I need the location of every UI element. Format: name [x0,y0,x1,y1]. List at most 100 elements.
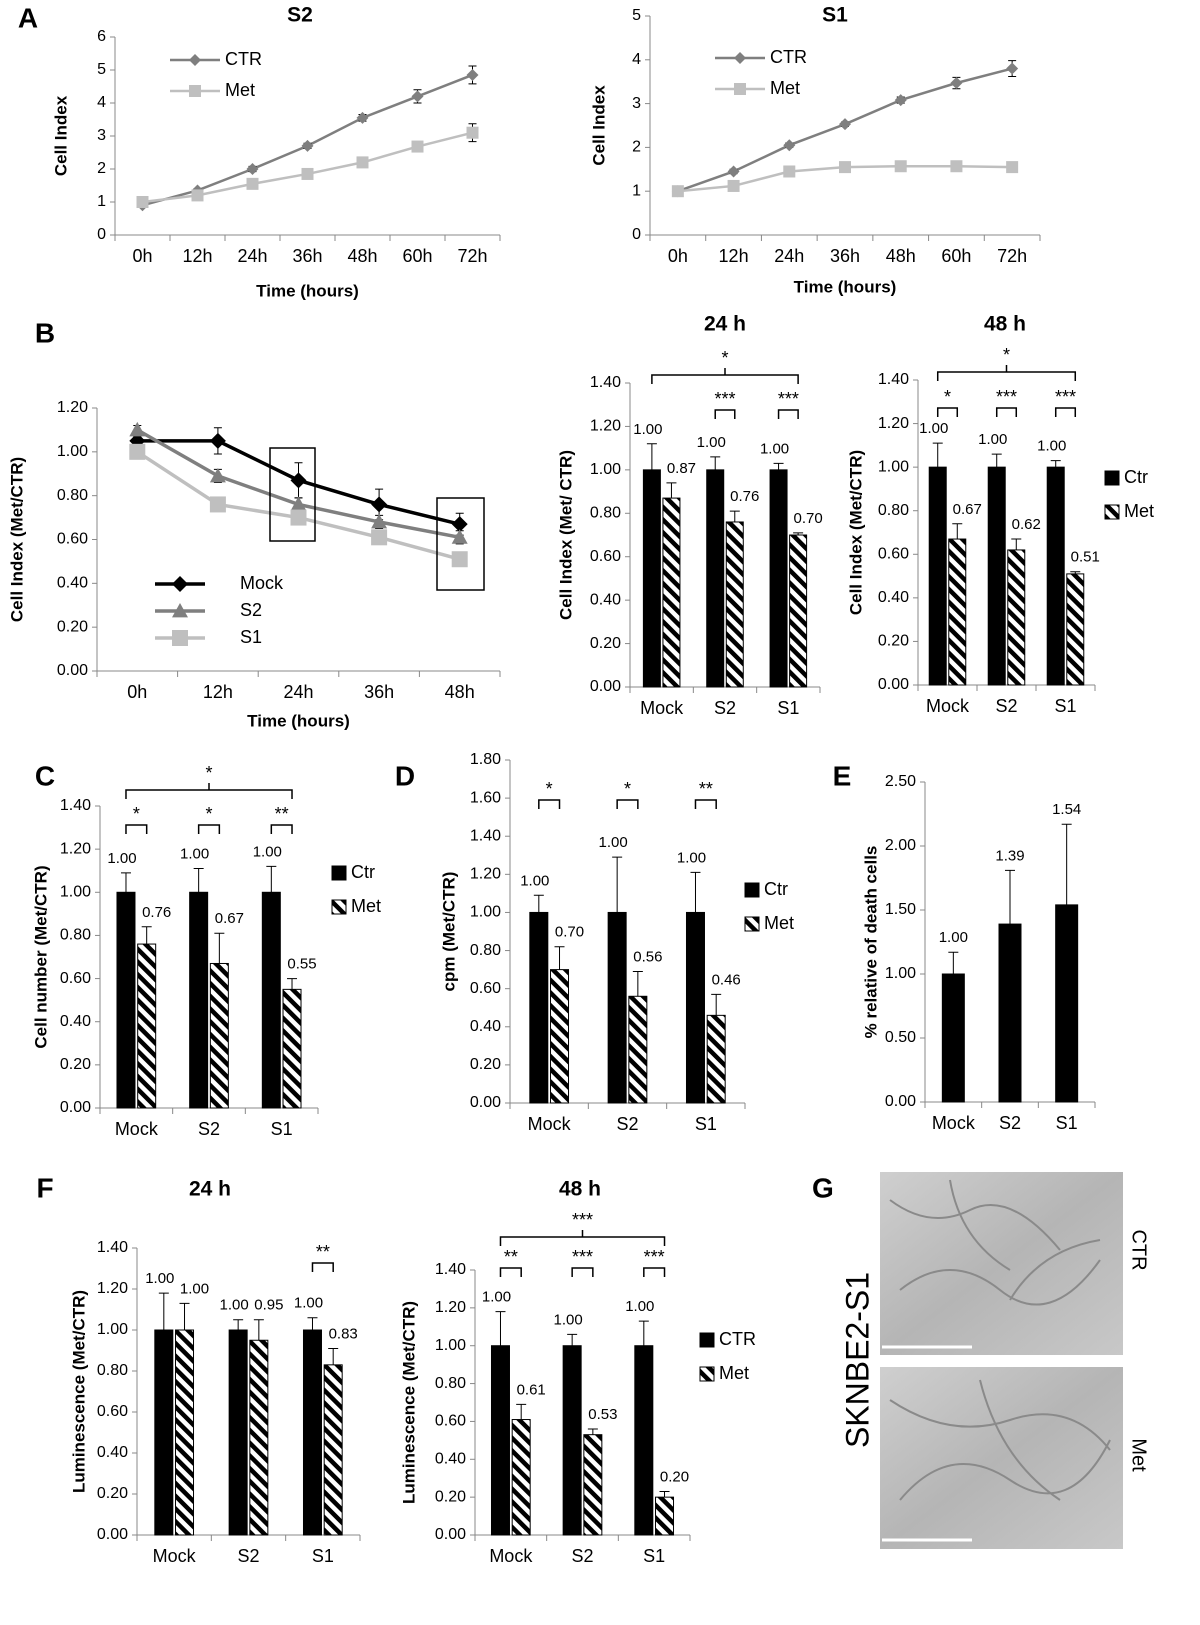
x-tick-label: 36h [364,682,394,702]
significance-label: * [944,387,951,407]
legend-label: Met [1124,501,1154,521]
error-bar [587,1428,598,1435]
y-tick-label: 0.00 [590,678,621,695]
chart-title: 24 h [704,313,746,336]
marker [246,177,259,190]
significance-label: *** [644,1247,665,1267]
legend-label: Met [764,913,794,933]
y-tick-label: 2 [632,139,641,156]
bar [655,1496,675,1536]
marker [356,156,369,169]
micrograph-texture [889,1379,1111,1501]
error-bar [932,442,943,468]
marker [1006,62,1019,75]
marker [301,139,314,152]
y-tick-label: 0.20 [57,618,88,635]
y-tick-label: 1.40 [435,1261,466,1278]
panel-letter: B [35,317,55,348]
value-label: 1.00 [919,420,948,437]
condition-label: Met [1128,1438,1150,1472]
bar [987,466,1006,686]
x-tick-label: 60h [941,246,971,266]
error-bar [773,462,784,470]
y-tick-label: 1.40 [60,797,91,814]
marker [246,163,259,175]
y-tick-label: 1.20 [57,399,88,416]
bar [706,1014,726,1104]
x-tick-label: S1 [643,1546,665,1566]
y-tick-label: 1.00 [60,884,91,901]
bar [116,891,136,1109]
legend-swatch [331,865,347,881]
y-tick-label: 5 [632,7,641,24]
y-tick-label: 0.80 [57,487,88,504]
x-tick-label: S1 [271,1119,293,1139]
bar [323,1364,343,1536]
legend-label: Ctr [351,862,375,882]
marker [950,77,963,90]
marker [894,94,907,107]
y-axis-label: Cell Index (Met/ CTR) [556,450,575,620]
y-axis-label: % relative of death cells [861,846,880,1039]
legend-swatch [699,1332,715,1348]
marker [209,432,226,449]
y-tick-label: 0.20 [435,1488,466,1505]
y-tick-label: 0.00 [435,1526,466,1543]
y-tick-label: 1.40 [878,371,909,388]
error-bar [193,868,204,893]
y-tick-label: 0.80 [878,502,909,519]
bar [685,911,705,1104]
legend-swatch [331,899,347,915]
bar [249,1339,269,1536]
x-axis-label: Time (hours) [794,277,897,296]
significance-label: *** [572,1247,593,1267]
y-tick-label: 1.20 [435,1299,466,1316]
legend-label: Met [719,1363,749,1383]
x-tick-label: S1 [312,1546,334,1566]
marker [734,83,746,95]
error-bar [659,1490,670,1498]
y-tick-label: 2.00 [885,837,916,854]
significance-bracket [270,824,293,834]
y-axis-label: Luminescence (Met/CTR) [69,1290,88,1493]
error-bar [253,1319,264,1341]
bar [282,988,302,1109]
error-bar [287,978,298,990]
value-label: 1.00 [633,421,662,438]
y-tick-label: 6 [97,28,106,45]
bar [662,497,681,688]
marker [371,529,388,546]
y-tick-label: 0.80 [435,1375,466,1392]
y-tick-label: 1.40 [97,1239,128,1256]
bar [998,923,1022,1103]
y-tick-label: 0 [97,226,106,243]
panel-letter: D [395,760,415,791]
marker [451,529,468,544]
marker [209,467,226,483]
marker [783,139,796,152]
significance-label: *** [714,389,735,409]
y-tick-label: 0.00 [470,1094,501,1111]
chart: E % relative of death cells 0.00 0.50 1.00 1.… [833,760,1096,1133]
legend-label: CTR [719,1329,756,1349]
y-tick-label: 0.40 [470,1018,501,1035]
y-tick-label: 0.20 [590,635,621,652]
y-tick-label: 0.00 [885,1093,916,1110]
marker [783,165,796,178]
bar [769,469,788,688]
significance-label: * [1003,345,1010,365]
x-tick-label: 24h [237,246,267,266]
y-tick-label: 5 [97,61,106,78]
legend-label: Ctr [764,879,788,899]
y-axis-label: Cell Index (Met/CTR) [846,450,865,615]
y-tick-label: 1.20 [97,1280,128,1297]
y-tick-label: 0.80 [60,927,91,944]
marker [411,140,424,153]
bar [529,911,549,1104]
y-tick-label: 0.00 [97,1526,128,1543]
significance-label: * [133,804,140,824]
micrograph-texture [889,1179,1101,1306]
x-tick-label: S2 [237,1546,259,1566]
significance-bracket [571,1267,594,1277]
bar [642,469,661,688]
